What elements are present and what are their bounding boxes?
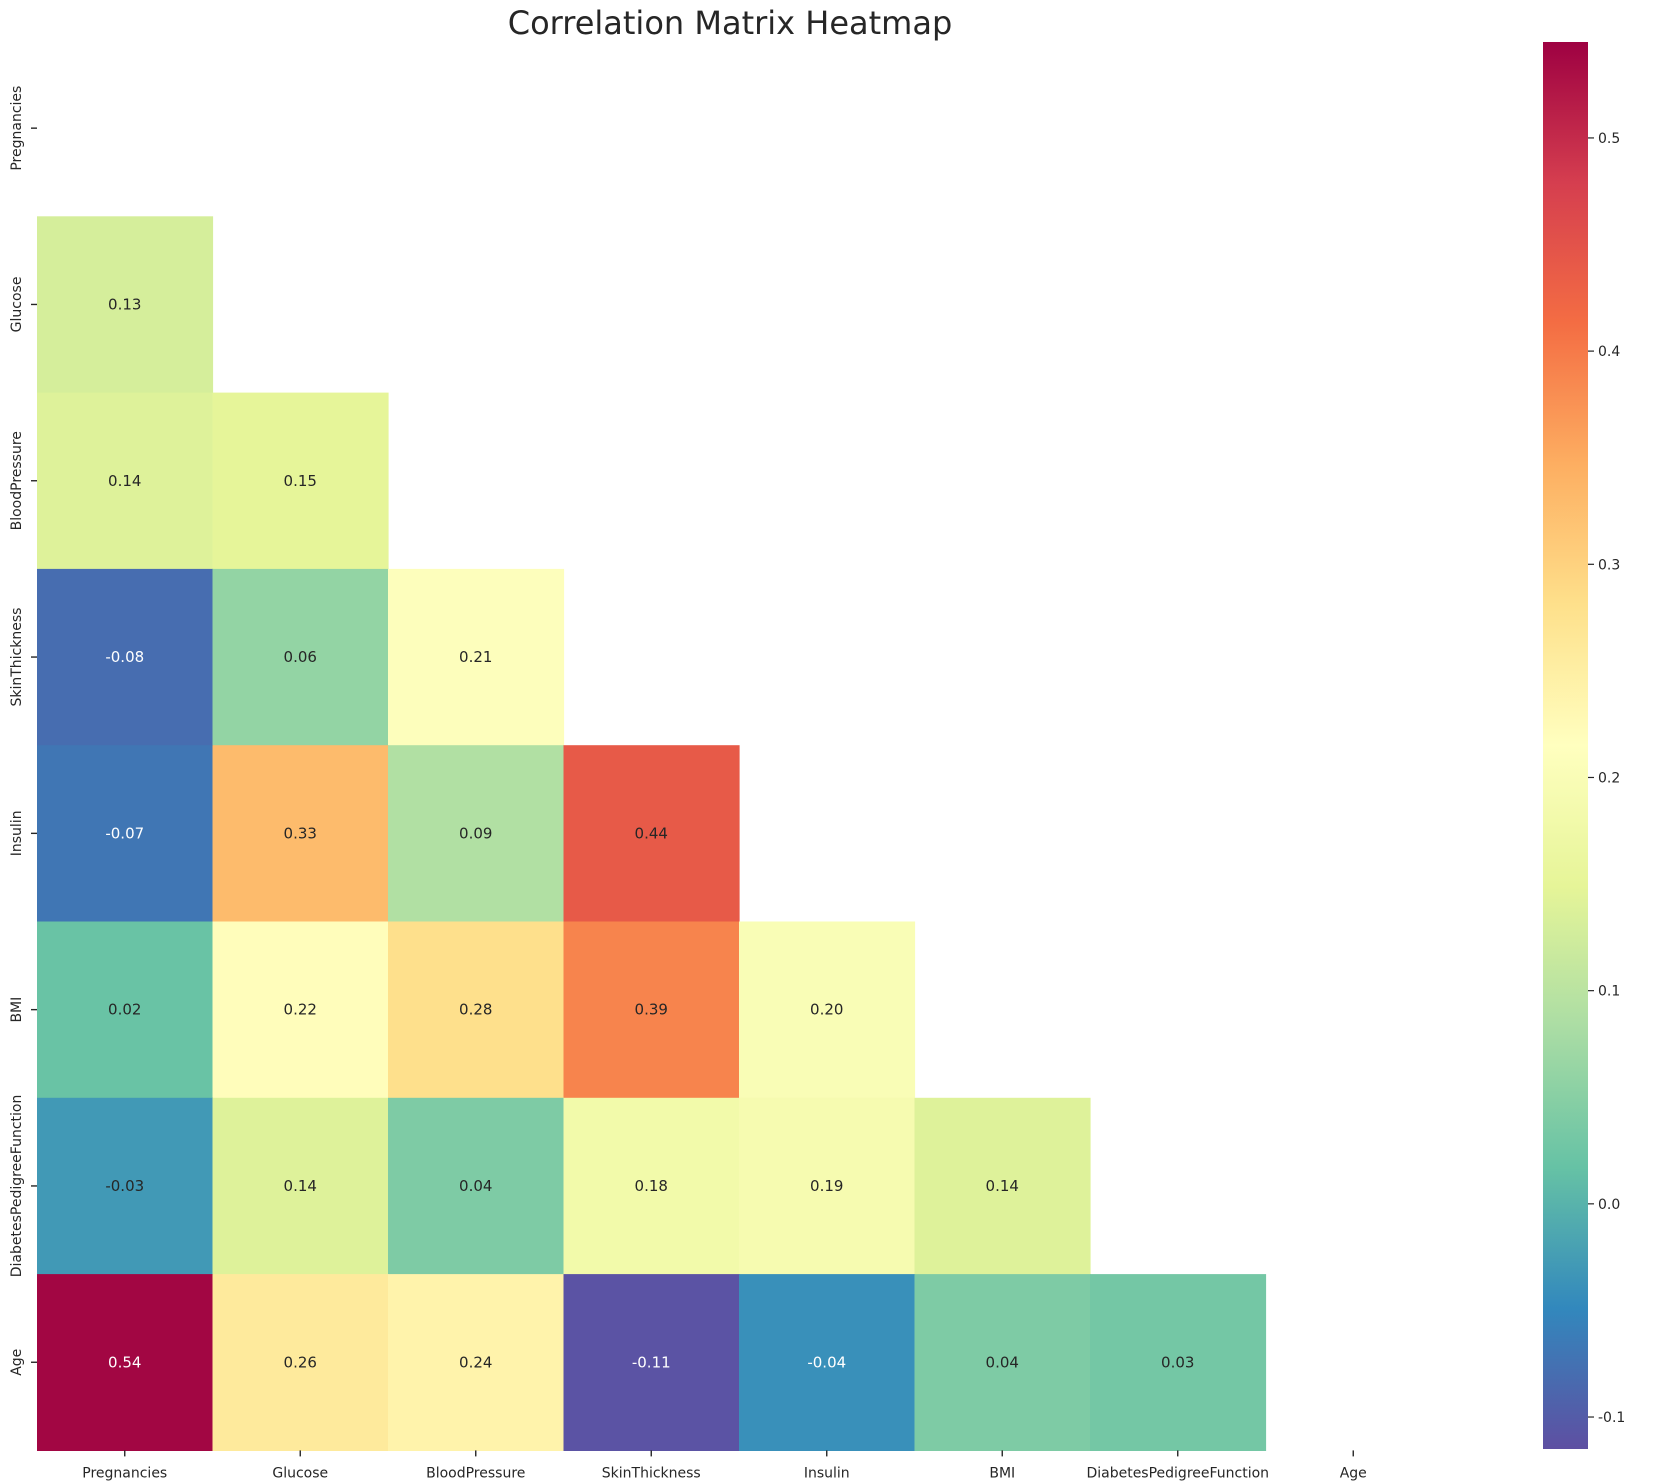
heatmap-cell-label: 0.06 [284,648,317,666]
x-tick-label: BMI [989,1465,1015,1481]
x-axis: Pregnancies Glucose BloodPressure SkinThick… [82,1450,1367,1481]
heatmap-cell-label: 0.19 [810,1177,843,1195]
heatmap-cell-label: -0.11 [632,1353,671,1371]
x-tick-label: BloodPressure [426,1465,525,1481]
heatmap-cell [739,1274,916,1451]
heatmap-cell-label: 0.04 [459,1177,492,1195]
heatmap-cell [37,216,214,394]
heatmap-cell-label: 0.22 [284,1001,317,1019]
heatmap-cell [388,568,565,746]
heatmap-cell [37,392,214,570]
heatmap-cell [37,568,214,746]
heatmap-cell [739,921,916,1099]
chart-title: Correlation Matrix Heatmap [508,4,953,42]
colorbar-gradient [1543,42,1588,1449]
heatmap-cell [37,745,214,923]
colorbar-tick-label: -0.1 [1598,1410,1625,1426]
y-tick-label: BloodPressure [9,431,25,530]
heatmap-cell-label: 0.13 [108,295,141,313]
heatmap-cell-label: 0.44 [635,824,668,842]
heatmap-cell [914,1274,1091,1451]
colorbar-tick-label: 0.1 [1598,984,1620,1000]
colorbar-tick-label: 0.0 [1598,1197,1620,1213]
colorbar-tick-label: 0.4 [1598,344,1620,360]
heatmap-cell [212,392,389,570]
heatmap-cell [37,1097,214,1275]
heatmap-cell-label: 0.14 [108,472,141,490]
y-axis: Pregnancies Glucose BloodPressure SkinThick… [9,86,37,1376]
heatmap-cell [37,921,214,1099]
heatmap-cell-label: 0.54 [108,1353,141,1371]
colorbar: -0.1 0.0 0.1 0.2 0.3 0.4 0.5 [1543,42,1625,1449]
x-tick-label: Glucose [272,1465,328,1481]
heatmap-cell [563,745,740,923]
heatmap-cell [212,921,389,1099]
heatmap-cell [563,921,740,1099]
heatmap-cell-labels: 0.13 0.14 0.15 -0.08 0.06 0.21 -0.07 0.33 0.09 0.… [105,295,1194,1371]
heatmap-cell-label: -0.03 [105,1177,144,1195]
heatmap-cell-label: 0.02 [108,1001,141,1019]
x-tick-label: Age [1340,1465,1367,1481]
heatmap-cell [563,1097,740,1275]
colorbar-tick-label: 0.5 [1598,131,1620,147]
y-tick-label: Pregnancies [9,86,25,171]
heatmap-cell-label: -0.08 [105,648,144,666]
x-tick-label: DiabetesPedigreeFunction [1086,1465,1269,1481]
heatmap-cell-label: 0.39 [635,1001,668,1019]
y-tick-label: SkinThickness [9,608,25,707]
y-tick-label: DiabetesPedigreeFunction [9,1095,25,1278]
heatmap-cell [212,1274,389,1451]
heatmap-cell-label: 0.26 [284,1353,317,1371]
y-tick-label: BMI [9,997,25,1023]
heatmap-cell [212,745,389,923]
heatmap-cell [388,921,565,1099]
heatmap-cell-label: 0.28 [459,1001,492,1019]
heatmap-cell [739,1097,916,1275]
heatmap-cell-label: 0.04 [986,1353,1019,1371]
heatmap-cell-label: 0.14 [284,1177,317,1195]
colorbar-tick-label: 0.3 [1598,557,1620,573]
heatmap-cell [37,1274,214,1451]
heatmap-cell [563,1274,740,1451]
heatmap-cell [212,568,389,746]
y-tick-label: Glucose [9,277,25,333]
x-tick-label: SkinThickness [602,1465,701,1481]
heatmap-cell [388,1274,565,1451]
heatmap-cell-label: 0.20 [810,1001,843,1019]
heatmap-cell [1090,1274,1267,1451]
heatmap-cell-label: -0.04 [807,1353,846,1371]
heatmap-cell-label: 0.09 [459,824,492,842]
heatmap-cell-label: 0.15 [284,472,317,490]
heatmap-cell [388,1097,565,1275]
y-tick-label: Insulin [9,810,25,856]
heatmap-cell-label: -0.07 [105,824,144,842]
colorbar-tick-label: 0.2 [1598,770,1620,786]
heatmap-cell-label: 0.21 [459,648,492,666]
heatmap-cell [212,1097,389,1275]
x-tick-label: Pregnancies [82,1465,167,1481]
heatmap-cells [37,216,1267,1451]
heatmap-cell-label: 0.14 [986,1177,1019,1195]
heatmap-cell-label: 0.03 [1161,1353,1194,1371]
heatmap-cell-label: 0.33 [284,824,317,842]
heatmap-cell [388,745,565,923]
x-tick-label: Insulin [804,1465,850,1481]
heatmap-cell-label: 0.24 [459,1353,492,1371]
heatmap-cell-label: 0.18 [635,1177,668,1195]
heatmap-cell [914,1097,1091,1275]
y-tick-label: Age [9,1349,25,1376]
